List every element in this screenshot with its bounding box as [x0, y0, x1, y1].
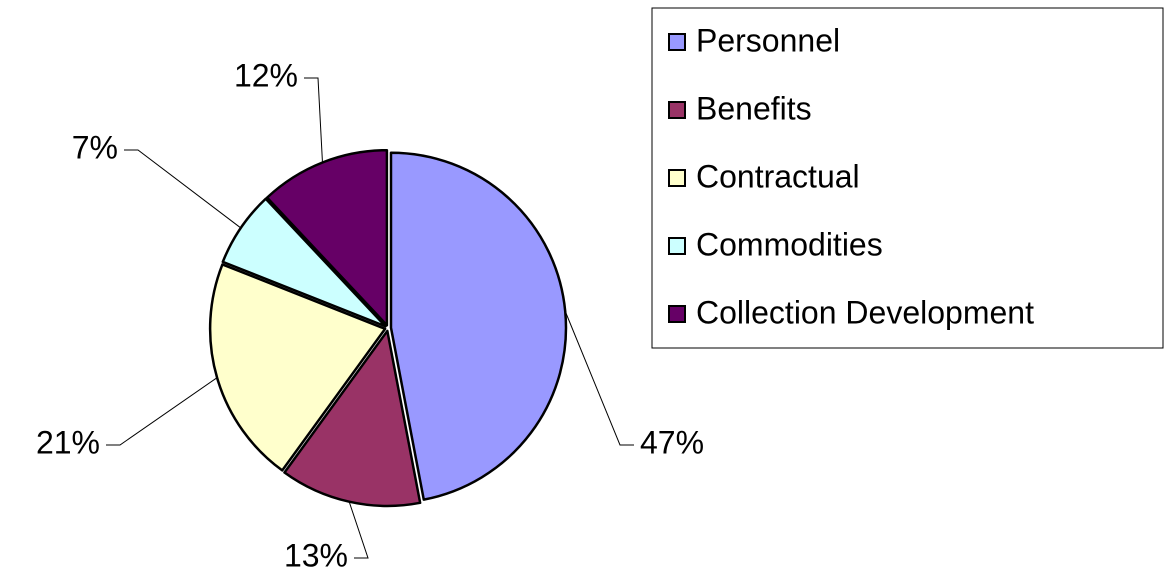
pie-slice — [265, 148, 389, 327]
data-label: 12% — [234, 57, 298, 93]
data-label: 13% — [284, 537, 348, 573]
legend-swatch — [668, 305, 686, 323]
legend-label: Commodities — [696, 226, 883, 262]
legend-swatch — [668, 237, 686, 255]
data-label: 47% — [640, 424, 704, 460]
legend-label: Contractual — [696, 158, 860, 194]
pie-slice — [221, 197, 387, 328]
legend-box — [651, 7, 1164, 349]
leader-line — [304, 77, 323, 163]
legend-swatch — [668, 101, 686, 119]
legend-swatch — [668, 33, 686, 51]
legend-swatch — [668, 169, 686, 187]
pie-slice — [389, 151, 568, 501]
leader-line — [348, 501, 369, 559]
leader-line — [106, 377, 218, 446]
pie-slice — [283, 329, 422, 508]
leader-line — [124, 149, 242, 229]
legend-label: Collection Development — [696, 294, 1034, 330]
data-label: 7% — [72, 129, 118, 165]
data-label: 21% — [36, 424, 100, 460]
legend-label: Benefits — [696, 90, 812, 126]
pie-slice — [208, 263, 387, 472]
legend-label: Personnel — [696, 22, 840, 58]
leader-line — [564, 311, 634, 446]
